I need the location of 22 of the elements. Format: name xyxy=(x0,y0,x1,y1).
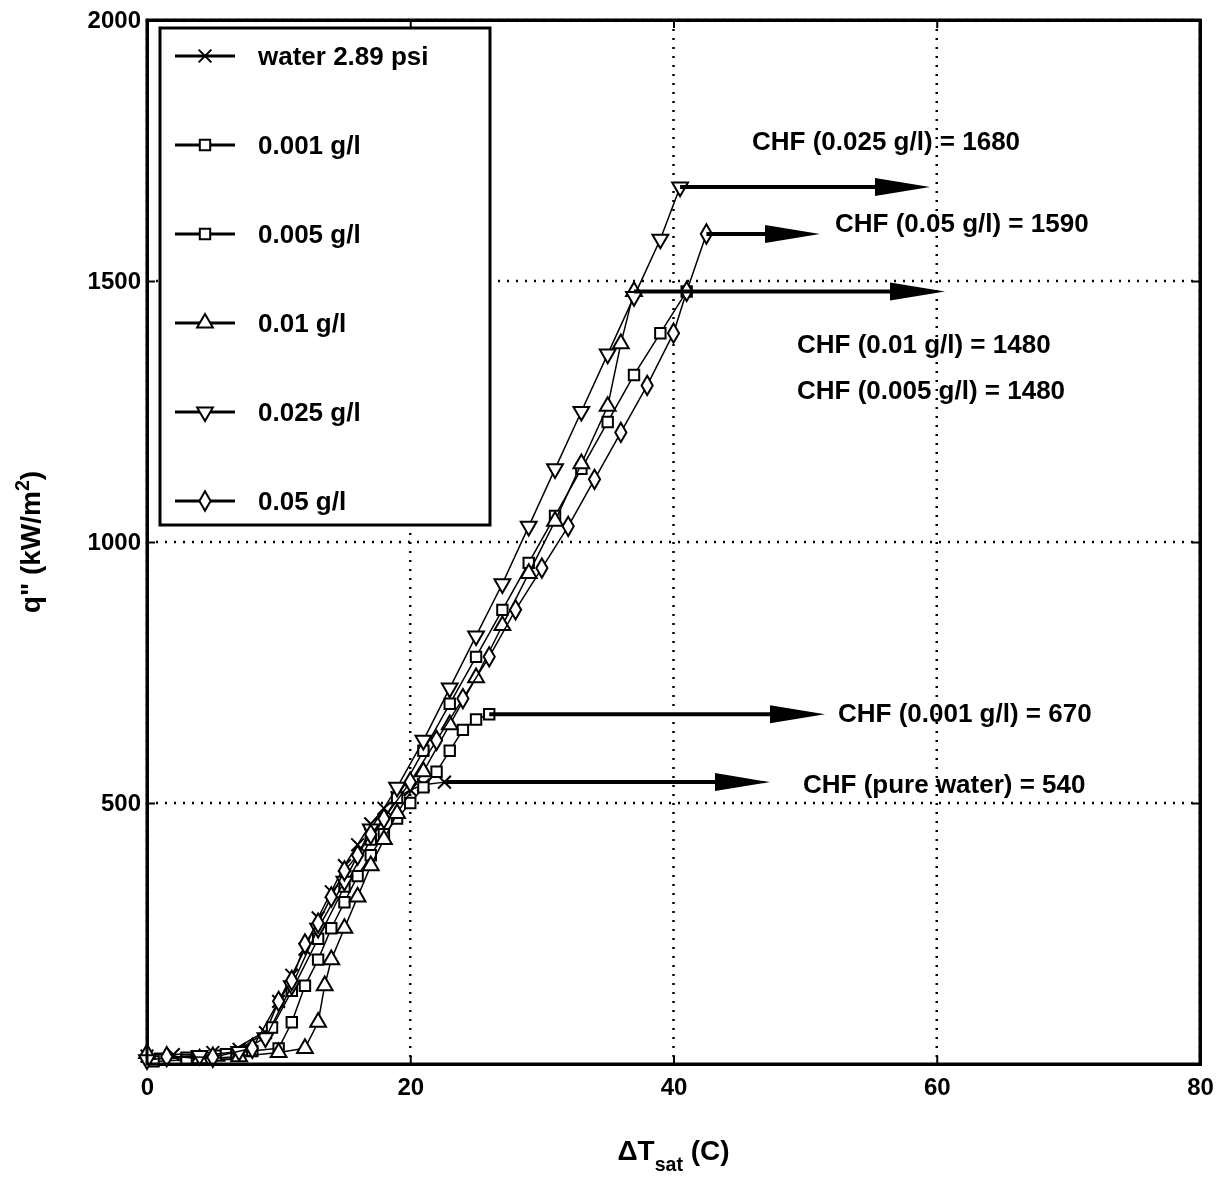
annotation: CHF (0.05 g/l) = 1590 xyxy=(835,208,1089,238)
legend-label: 0.025 g/l xyxy=(258,397,361,427)
annotation: CHF (pure water) = 540 xyxy=(803,769,1086,799)
legend-label: water 2.89 psi xyxy=(257,41,429,71)
x-axis-title: ΔT$_{sat}$ (C) xyxy=(617,1135,730,1175)
legend-label: 0.05 g/l xyxy=(258,486,347,516)
legend-label: 0.01 g/l xyxy=(258,308,347,338)
legend-label: 0.005 g/l xyxy=(258,219,361,249)
x-tick-label: 20 xyxy=(397,1073,425,1101)
x-tick-label: 0 xyxy=(140,1073,155,1101)
annotation: CHF (0.001 g/l) = 670 xyxy=(838,698,1092,728)
y-tick-label: 500 xyxy=(100,789,141,817)
y-tick-label: 1500 xyxy=(87,267,141,295)
y-tick-label: 1000 xyxy=(87,528,141,556)
annotation: CHF (0.025 g/l) = 1680 xyxy=(752,126,1021,156)
annotation: CHF (0.005 g/l) = 1480 xyxy=(797,375,1066,405)
x-tick-label: 80 xyxy=(1187,1073,1214,1101)
x-tick-label: 40 xyxy=(660,1073,688,1101)
x-tick-label: 60 xyxy=(923,1073,951,1101)
annotation: CHF (0.01 g/l) = 1480 xyxy=(797,329,1051,359)
y-tick-label: 2000 xyxy=(87,6,141,34)
legend-label: 0.001 g/l xyxy=(258,130,361,160)
